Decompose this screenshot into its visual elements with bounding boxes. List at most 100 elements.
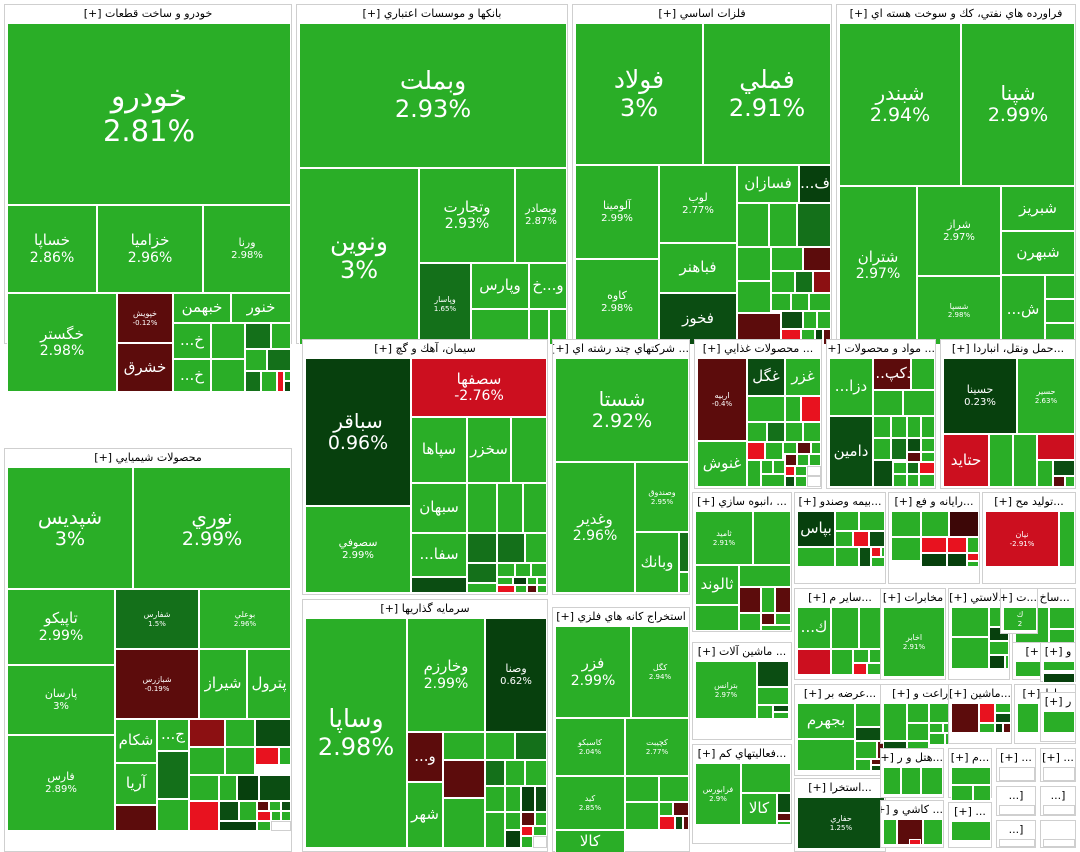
sector-group-header-misc-small-g[interactable]: [1041, 821, 1075, 838]
stock-tile[interactable]: سبهان: [411, 483, 467, 533]
stock-tile[interactable]: [797, 203, 831, 247]
stock-tile[interactable]: [853, 663, 867, 675]
stock-tile[interactable]: [533, 836, 547, 848]
stock-tile[interactable]: [281, 801, 291, 811]
stock-tile[interactable]: آلومينا 2.99%: [575, 165, 659, 259]
stock-tile[interactable]: [797, 649, 831, 675]
stock-tile[interactable]: ش...: [1001, 275, 1045, 345]
stock-tile[interactable]: شستا 2.92%: [555, 358, 689, 462]
sector-group-header-misc-activities[interactable]: ...فعاليتهاي كم [+]: [693, 745, 791, 762]
stock-tile[interactable]: [923, 819, 943, 845]
sector-group-header-machinery2[interactable]: ...ماشين [+]: [949, 685, 1011, 702]
stock-tile[interactable]: [737, 281, 771, 313]
stock-tile[interactable]: [284, 381, 291, 392]
stock-tile[interactable]: [467, 533, 497, 563]
stock-tile[interactable]: آريا: [115, 763, 157, 805]
stock-tile[interactable]: شبندر 2.94%: [839, 23, 961, 186]
stock-tile[interactable]: [835, 547, 859, 567]
stock-tile[interactable]: بوعلي 2.96%: [199, 589, 291, 649]
stock-tile[interactable]: [521, 826, 533, 836]
sector-group-conglomerates[interactable]: ... شركتهاي چند رشته اي [+] شستا 2.92% وغدي…: [552, 339, 690, 595]
stock-tile[interactable]: [803, 311, 817, 329]
stock-tile[interactable]: [929, 723, 943, 733]
stock-tile[interactable]: [485, 760, 505, 786]
stock-tile[interactable]: كالا: [741, 793, 777, 825]
sector-group-food-products[interactable]: ... محصولات غذايي [+] اربيه -0.4% غنوش غگل غز…: [694, 339, 822, 489]
stock-tile[interactable]: بترانس 2.97%: [695, 661, 757, 719]
stock-tile[interactable]: [947, 537, 967, 553]
stock-tile[interactable]: [995, 703, 1011, 713]
stock-tile[interactable]: فخوز: [659, 293, 737, 345]
stock-tile[interactable]: [497, 577, 513, 585]
stock-tile[interactable]: [811, 442, 821, 454]
stock-tile[interactable]: [683, 816, 689, 830]
stock-tile[interactable]: ثالوند: [695, 565, 739, 605]
stock-tile[interactable]: خ...: [173, 323, 211, 359]
sector-group-header-insurance-funds[interactable]: ...بيمه وصندو [+]: [795, 493, 885, 510]
stock-tile[interactable]: ثامید 2.91%: [695, 511, 753, 565]
stock-tile[interactable]: [921, 553, 947, 567]
stock-tile[interactable]: اربيه -0.4%: [697, 358, 747, 441]
stock-tile[interactable]: [775, 587, 791, 613]
stock-tile[interactable]: وبصادر 2.87%: [515, 168, 567, 263]
stock-tile[interactable]: شتران 2.97%: [839, 186, 917, 345]
stock-tile[interactable]: خنور: [231, 293, 291, 323]
sector-group-header-misc-right-b[interactable]: ر [+]: [1041, 693, 1075, 710]
sector-group-investments[interactable]: سرمايه گذاريها [+] وساپا 2.98% وخارزم 2.99% و…: [302, 599, 548, 852]
stock-tile[interactable]: [911, 358, 935, 390]
stock-tile[interactable]: [817, 311, 831, 329]
stock-tile[interactable]: [785, 396, 801, 422]
stock-tile[interactable]: خشرق: [117, 343, 173, 392]
stock-tile[interactable]: [979, 723, 995, 733]
stock-tile[interactable]: [951, 607, 989, 637]
stock-tile[interactable]: [891, 511, 921, 537]
stock-tile[interactable]: [189, 775, 219, 801]
stock-tile[interactable]: [773, 460, 785, 474]
sector-group-other-mining[interactable]: ...استخرا [+] حفاري 1.25%: [794, 778, 886, 852]
stock-tile[interactable]: [761, 587, 775, 613]
stock-tile[interactable]: [523, 483, 547, 533]
stock-tile[interactable]: نوري 2.99%: [133, 467, 291, 589]
stock-tile[interactable]: [1003, 723, 1011, 733]
sector-group-machinery-equipment[interactable]: ... ماشين آلات [+] بترانس 2.97%: [692, 642, 792, 740]
stock-tile[interactable]: [219, 801, 239, 821]
stock-tile[interactable]: [497, 483, 523, 533]
stock-tile[interactable]: [411, 577, 467, 593]
sector-group-header-chemicals[interactable]: محصولات شيميايي [+]: [5, 449, 291, 466]
stock-tile[interactable]: [773, 712, 789, 719]
stock-tile[interactable]: [803, 247, 831, 271]
stock-tile[interactable]: [881, 547, 885, 557]
stock-tile[interactable]: [1037, 460, 1053, 487]
stock-tile[interactable]: [929, 733, 945, 745]
stock-tile[interactable]: وبانك: [635, 532, 679, 593]
sector-group-header-other-manufacturing[interactable]: ...توليد مح [+]: [983, 493, 1075, 510]
sector-group-header-misc-small-d[interactable]: [...: [997, 787, 1035, 804]
sector-group-header-misc-small-e[interactable]: [...: [1041, 787, 1075, 804]
stock-tile[interactable]: سصوفي 2.99%: [305, 506, 411, 593]
sector-group-header-conglomerates[interactable]: ... شركتهاي چند رشته اي [+]: [553, 340, 689, 357]
stock-tile[interactable]: شبازرس -0.19%: [115, 649, 199, 719]
stock-tile[interactable]: [271, 323, 291, 349]
stock-tile[interactable]: [277, 371, 284, 392]
stock-tile[interactable]: [281, 811, 291, 821]
sector-group-hotel-restaurant[interactable]: ...هتل و ر [+]: [880, 748, 944, 798]
stock-tile[interactable]: [831, 649, 853, 675]
stock-tile[interactable]: [831, 607, 859, 649]
stock-tile[interactable]: [761, 474, 785, 487]
sector-group-cement-lime[interactable]: سيمان، آهك و گچ [+] سباقر 0.96% سصوفي 2.99% س…: [302, 339, 548, 595]
sector-group-basic-metals[interactable]: فلزات اساسي [+] فولاد 3% فملي 2.91% آلومينا 2.…: [572, 4, 832, 345]
stock-tile[interactable]: ك...: [797, 607, 831, 649]
stock-tile[interactable]: [781, 311, 803, 329]
stock-tile[interactable]: شپديس 3%: [7, 467, 133, 589]
stock-tile[interactable]: [809, 454, 821, 466]
stock-tile[interactable]: [873, 438, 891, 460]
stock-tile[interactable]: [835, 511, 859, 531]
stock-tile[interactable]: [951, 767, 991, 785]
stock-tile[interactable]: [747, 442, 765, 460]
stock-tile[interactable]: [239, 801, 257, 821]
stock-tile[interactable]: [515, 585, 527, 593]
stock-tile[interactable]: [907, 452, 921, 462]
stock-tile[interactable]: غگل: [747, 358, 785, 396]
stock-tile[interactable]: [807, 466, 821, 476]
sector-group-header-other-mining[interactable]: ...استخرا [+]: [795, 779, 885, 796]
